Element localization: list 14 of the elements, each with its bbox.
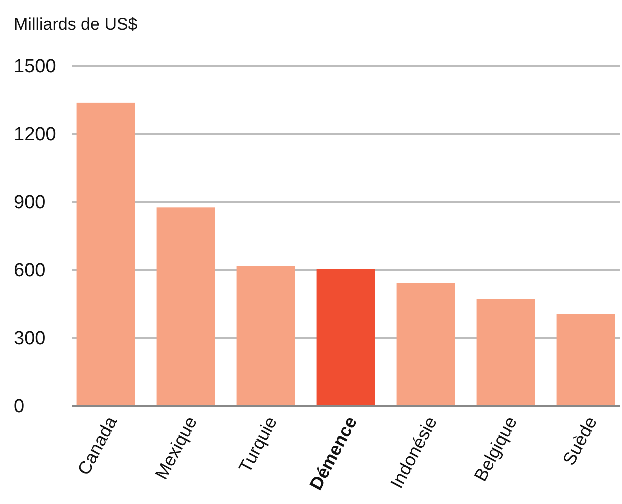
y-tick-label: 900 bbox=[14, 192, 46, 214]
bar bbox=[556, 314, 616, 406]
bar bbox=[156, 208, 216, 406]
bar bbox=[76, 102, 136, 406]
y-tick-label: 300 bbox=[14, 328, 46, 350]
y-tick-label: 1200 bbox=[14, 124, 56, 146]
bar bbox=[396, 283, 456, 406]
y-axis-title: Milliards de US$ bbox=[14, 15, 138, 34]
bar bbox=[316, 269, 376, 406]
y-tick-label: 600 bbox=[14, 260, 46, 282]
y-tick-label: 1500 bbox=[14, 56, 56, 78]
bar bbox=[476, 299, 536, 406]
y-tick-label: 0 bbox=[14, 396, 25, 418]
bar bbox=[236, 266, 296, 406]
